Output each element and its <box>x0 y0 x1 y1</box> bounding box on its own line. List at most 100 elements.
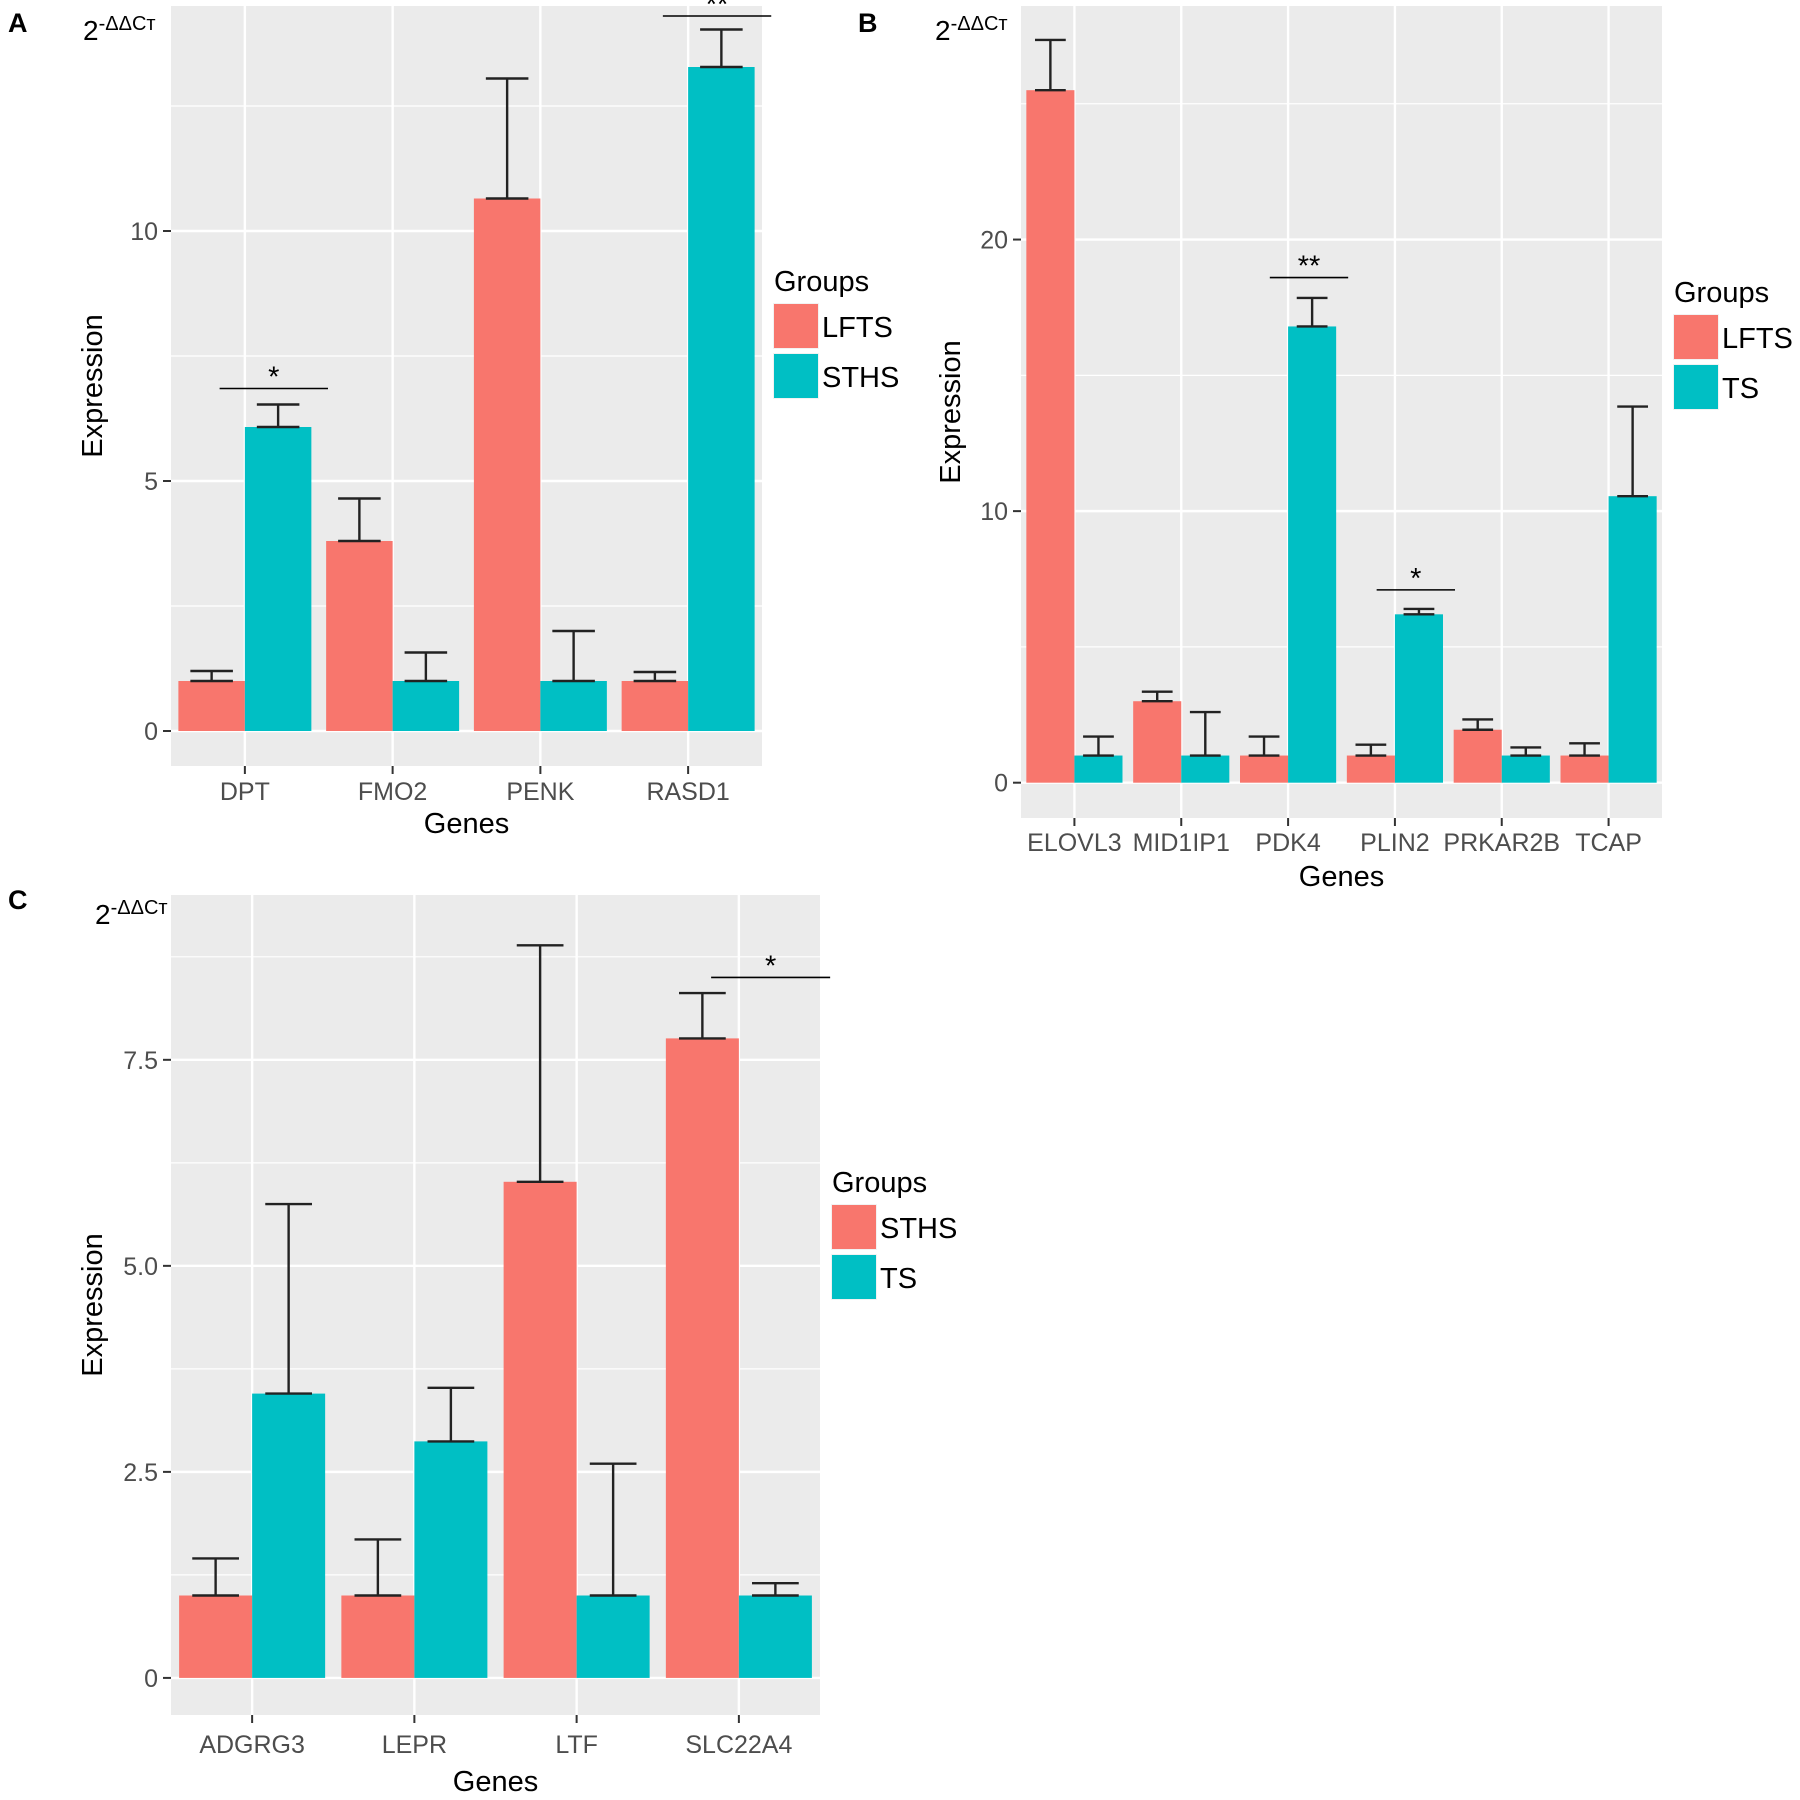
bar-elovl3-lfts <box>1026 90 1075 783</box>
significance-marker: * <box>765 950 776 982</box>
x-tick-label: TCAP <box>1575 829 1642 857</box>
legend: Groups STHS TS <box>831 1167 957 1300</box>
error-bar-fmo2-lfts <box>338 497 381 543</box>
y-axis-title: Expression <box>77 1233 109 1376</box>
legend-label: LFTS <box>1722 323 1793 355</box>
bar-pdk4-ts <box>1288 326 1337 783</box>
legend-swatch-sths <box>774 354 818 398</box>
error-bar-lepr-sths <box>354 1538 402 1597</box>
y-axis-title: Expression <box>935 340 967 483</box>
unit-label: 2-ΔΔCт <box>83 13 156 46</box>
y-axis-title: Expression <box>77 314 109 457</box>
panel-letter: B <box>858 8 878 38</box>
error-bar-elovl3-lfts <box>1034 38 1066 92</box>
unit-label-base: 2 <box>83 15 99 46</box>
y-tick-label: 10 <box>980 498 1008 526</box>
unit-label: 2-ΔΔCт <box>935 13 1008 46</box>
panel-letter: A <box>8 8 28 38</box>
legend-label: STHS <box>822 362 899 394</box>
legend-title: Groups <box>832 1167 927 1199</box>
x-tick-label: PRKAR2B <box>1443 829 1560 857</box>
x-tick-label: PDK4 <box>1255 829 1320 857</box>
error-bar-elovl3-ts <box>1083 735 1114 757</box>
bar-ltf-ts <box>576 1595 650 1678</box>
legend-title: Groups <box>774 266 869 298</box>
error-bar-adgrg3-sths <box>192 1557 239 1597</box>
bar-slc22a4-sths <box>665 1038 739 1678</box>
bar-slc22a4-ts <box>738 1595 812 1678</box>
bar-adgrg3-ts <box>252 1393 326 1678</box>
error-bar-pdk4-ts <box>1296 296 1328 328</box>
unit-label-base: 2 <box>935 15 951 46</box>
x-tick-label: PLIN2 <box>1360 829 1429 857</box>
y-tick-label: 2.5 <box>123 1459 158 1487</box>
error-bar-penk-sths <box>552 629 595 683</box>
x-tick-label: RASD1 <box>646 778 729 806</box>
error-bar-fmo2-sths <box>404 651 448 683</box>
error-bar-adgrg3-ts <box>265 1202 312 1395</box>
error-bar-prkar2b-ts <box>1510 746 1542 757</box>
legend-swatch-ts <box>1674 365 1718 409</box>
x-tick-label: DPT <box>220 778 270 806</box>
bar-tcap-ts <box>1608 496 1657 783</box>
legend-swatch-lfts <box>1674 315 1718 359</box>
y-tick-label: 5.0 <box>123 1253 158 1281</box>
error-bar-dpt-sths <box>256 403 300 429</box>
y-tick-label: 20 <box>980 227 1008 255</box>
bar-plin2-lfts <box>1346 755 1395 783</box>
x-tick-label: PENK <box>506 778 574 806</box>
x-tick-label: ADGRG3 <box>199 1731 305 1759</box>
error-bar-mid1ip1-ts <box>1189 710 1221 757</box>
y-tick-label: 7.5 <box>123 1047 158 1075</box>
x-axis-title: Genes <box>453 1766 538 1798</box>
error-bar-slc22a4-ts <box>752 1581 799 1597</box>
bar-elovl3-ts <box>1074 755 1123 783</box>
bar-dpt-lfts <box>178 681 245 731</box>
error-bar-prkar2b-lfts <box>1462 718 1494 731</box>
error-bar-tcap-ts <box>1617 405 1649 498</box>
error-bar-slc22a4-sths <box>679 991 726 1040</box>
bar-adgrg3-sths <box>179 1595 253 1678</box>
bar-penk-sths <box>540 681 607 731</box>
x-tick-label: LEPR <box>382 1731 447 1759</box>
x-tick-label: MID1IP1 <box>1133 829 1230 857</box>
bar-penk-lfts <box>473 198 541 731</box>
error-bar-plin2-ts <box>1403 607 1435 616</box>
x-tick-label: SLC22A4 <box>685 1731 792 1759</box>
error-bar-tcap-lfts <box>1569 742 1600 757</box>
x-tick-label: ELOVL3 <box>1027 829 1122 857</box>
bar-pdk4-lfts <box>1240 755 1289 783</box>
error-bar-rasd1-lfts <box>633 670 677 683</box>
bar-tcap-lfts <box>1560 755 1609 783</box>
unit-label-exponent: -ΔΔCт <box>111 897 168 919</box>
unit-label-exponent: -ΔΔCт <box>99 13 156 35</box>
bar-lepr-ts <box>414 1441 488 1678</box>
error-bar-rasd1-sths <box>700 28 743 69</box>
bar-lepr-sths <box>341 1595 415 1678</box>
bar-mid1ip1-lfts <box>1133 701 1182 783</box>
chart-panel-c: * 0 2.5 5.0 7.5 ADGRG3 LEPR LTF SLC22A4 Genes Expr… <box>8 885 957 1798</box>
y-tick-label: 5 <box>144 468 158 496</box>
x-axis-title: Genes <box>1299 861 1384 893</box>
error-bar-ltf-ts <box>589 1462 637 1597</box>
legend-swatch-ts <box>832 1255 876 1299</box>
significance-marker: * <box>1410 563 1421 595</box>
bar-ltf-sths <box>503 1181 577 1678</box>
error-bar-ltf-sths <box>516 944 564 1183</box>
error-bar-lepr-ts <box>427 1386 475 1443</box>
plot-background <box>1021 6 1662 818</box>
significance-marker: ** <box>706 0 729 21</box>
legend: Groups LFTS STHS <box>773 266 899 399</box>
unit-label-base: 2 <box>95 899 111 930</box>
bar-prkar2b-ts <box>1501 755 1550 783</box>
unit-label: 2-ΔΔCт <box>95 897 168 930</box>
bar-fmo2-lfts <box>326 541 393 731</box>
bar-mid1ip1-ts <box>1181 755 1230 783</box>
x-tick-label: FMO2 <box>358 778 427 806</box>
error-bar-dpt-lfts <box>190 669 233 683</box>
bar-plin2-ts <box>1394 614 1443 783</box>
bar-rasd1-lfts <box>621 681 689 731</box>
legend-label: TS <box>1722 373 1759 405</box>
